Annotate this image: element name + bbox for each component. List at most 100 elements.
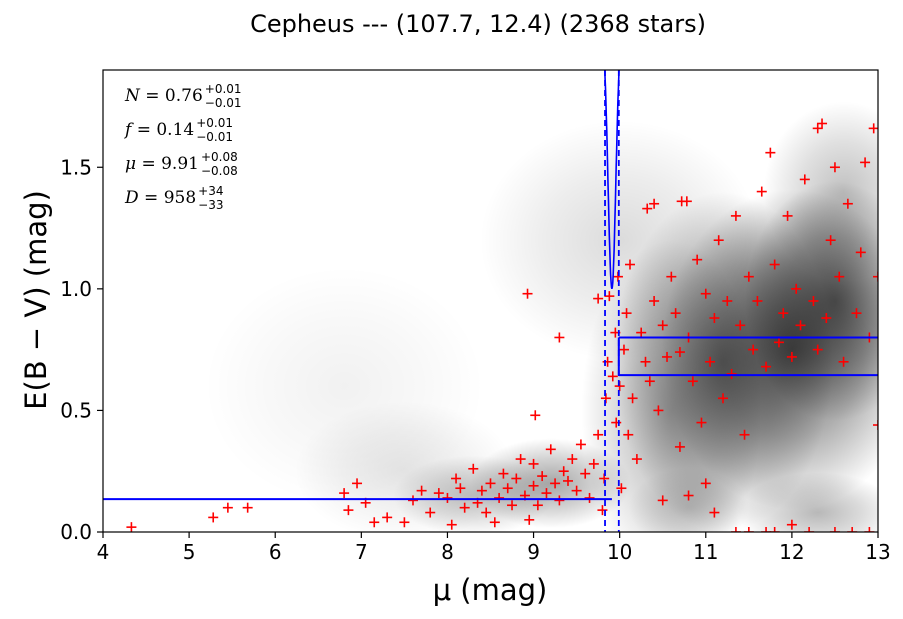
star-marker (868, 123, 878, 134)
x-tick-label: 6 (269, 540, 282, 564)
star-marker (621, 308, 632, 319)
star-marker (485, 478, 496, 489)
star-marker (623, 429, 634, 440)
star-marker (642, 203, 653, 214)
star-marker (455, 483, 466, 494)
star-marker (625, 259, 635, 270)
annotation-lower: −0.08 (201, 164, 238, 178)
star-marker (804, 527, 815, 532)
star-marker (700, 478, 711, 489)
star-marker (498, 468, 509, 479)
star-marker (834, 271, 845, 282)
star-marker (584, 492, 595, 503)
star-marker (222, 502, 233, 513)
star-marker (588, 458, 599, 469)
star-marker (382, 512, 393, 523)
star-marker (778, 308, 789, 319)
star-marker (696, 417, 707, 428)
star-marker (607, 371, 618, 382)
star-marker (761, 527, 772, 532)
star-marker (812, 123, 823, 134)
star-marker (799, 174, 810, 185)
star-marker (618, 344, 629, 355)
star-marker (718, 393, 728, 404)
star-marker (567, 454, 578, 465)
star-marker (829, 162, 840, 173)
y-axis-ticks: 0.0 0.5 1.0 1.5 (60, 155, 103, 544)
x-tick-label: 5 (183, 540, 196, 564)
star-marker (786, 519, 797, 530)
model-curves (103, 70, 878, 532)
star-marker (541, 488, 552, 499)
star-marker (756, 186, 767, 197)
star-marker (339, 488, 350, 499)
star-marker (674, 347, 685, 358)
mu-posterior-curve (603, 70, 620, 289)
star-marker (459, 502, 470, 513)
density-blob (204, 266, 485, 507)
star-marker (554, 332, 565, 343)
plot-area (103, 70, 878, 532)
x-tick-label: 13 (865, 540, 890, 564)
star-marker (524, 514, 535, 525)
star-marker (653, 405, 664, 416)
star-marker (713, 235, 724, 246)
star-marker (644, 376, 655, 387)
star-marker (242, 502, 253, 513)
star-marker (709, 507, 720, 518)
star-marker (683, 490, 694, 501)
star-marker (735, 320, 746, 331)
star-marker (705, 356, 716, 367)
plot-frame (102, 69, 879, 533)
x-tick-label: 10 (607, 540, 632, 564)
star-marker (873, 271, 878, 282)
star-marker (494, 492, 505, 503)
density-blob (628, 467, 749, 532)
star-marker (636, 327, 647, 338)
y-tick-label: 0.5 (60, 398, 92, 422)
annotation-upper: +0.01 (196, 116, 233, 130)
x-tick-label: 8 (441, 540, 454, 564)
star-marker (530, 410, 541, 421)
star-marker (791, 283, 802, 294)
star-marker (752, 296, 763, 306)
star-marker (649, 296, 660, 306)
density-blob (737, 472, 878, 532)
star-marker (730, 527, 741, 532)
star-marker (795, 320, 806, 331)
star-marker (709, 313, 720, 324)
star-marker (580, 468, 591, 479)
density-blob (763, 101, 878, 282)
star-marker (670, 308, 681, 319)
star-marker (550, 478, 561, 489)
annotation-main: N = 0.76 (124, 86, 203, 106)
star-marker (681, 196, 692, 207)
star-marker (631, 454, 642, 465)
star-marker (829, 527, 840, 532)
star-marker (528, 458, 539, 469)
star-marker (558, 466, 569, 477)
star-marker (640, 356, 651, 367)
star-marker (808, 296, 819, 306)
star-marker (765, 147, 776, 158)
star-marker (860, 157, 871, 168)
star-marker (692, 254, 703, 265)
star-marker (662, 351, 673, 362)
star-marker (847, 527, 858, 532)
star-marker (425, 507, 436, 518)
star-marker (726, 368, 737, 379)
star-marker (522, 288, 533, 299)
star-marker (657, 320, 668, 331)
star-marker (687, 376, 698, 387)
star-marker (399, 517, 410, 528)
star-marker (838, 356, 849, 367)
annotation-3: μ = 9.91 +0.08−0.08 (125, 150, 238, 178)
annotation-upper: +0.01 (205, 82, 242, 96)
star-marker (769, 259, 780, 270)
annotation-lower: −33 (198, 198, 223, 212)
star-marker (545, 444, 556, 455)
star-marker (502, 483, 513, 494)
star-marker (649, 198, 660, 209)
annotation-2: f = 0.14 +0.01−0.01 (123, 116, 233, 144)
star-marker (511, 473, 522, 484)
